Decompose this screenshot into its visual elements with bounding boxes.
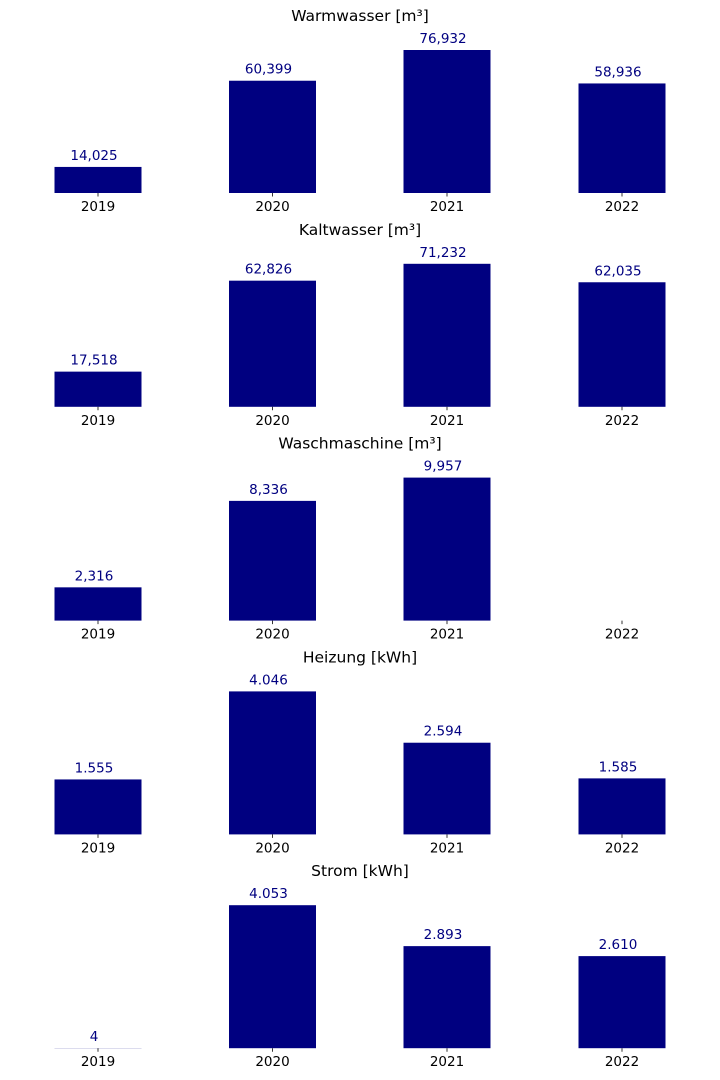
- data-label-2021: 2.893: [424, 927, 463, 943]
- chart-title: Waschmaschine [m³]: [278, 435, 441, 453]
- chart-panel-1: Warmwasser [m³] 14,025 2019 60,399 2020 76,93…: [54, 7, 666, 215]
- data-label-2020: 60,399: [245, 62, 292, 78]
- data-label-2019: 4: [90, 1029, 99, 1045]
- chart-title: Strom [kWh]: [311, 862, 409, 880]
- chart-title: Warmwasser [m³]: [291, 7, 429, 25]
- x-tick-label-2021: 2021: [430, 199, 464, 215]
- x-tick-label-2022: 2022: [605, 199, 639, 215]
- bar-2020: [229, 691, 316, 835]
- bar-2022: [578, 778, 666, 835]
- chart-title: Kaltwasser [m³]: [299, 221, 421, 239]
- chart-panel-2: Kaltwasser [m³] 17,518 2019 62,826 2020 71,23…: [54, 221, 666, 429]
- x-tick-label-2022: 2022: [605, 413, 639, 429]
- data-label-2020: 8,336: [249, 482, 288, 498]
- bar-2022: [578, 83, 666, 193]
- bar-2021: [403, 946, 491, 1049]
- data-label-2021: 9,957: [424, 459, 463, 475]
- bar-2020: [229, 80, 316, 193]
- bar-2020: [229, 280, 316, 407]
- x-tick-label-2020: 2020: [255, 199, 289, 215]
- bar-2022: [578, 282, 666, 407]
- bar-2021: [403, 263, 491, 407]
- chart-title: Heizung [kWh]: [303, 648, 417, 666]
- data-label-2021: 2.594: [424, 724, 463, 740]
- data-label-2020: 62,826: [245, 262, 292, 278]
- x-tick-label-2019: 2019: [81, 840, 115, 856]
- bar-2020: [229, 500, 316, 621]
- data-label-2019: 14,025: [70, 148, 117, 164]
- data-label-2022: 58,936: [594, 64, 641, 80]
- bar-2021: [403, 742, 491, 835]
- bar-2022: [578, 956, 666, 1049]
- bar-2021: [403, 477, 491, 621]
- bar-2019: [54, 371, 142, 407]
- data-label-2021: 71,232: [419, 245, 466, 261]
- x-tick-label-2021: 2021: [430, 840, 464, 856]
- x-tick-label-2019: 2019: [81, 627, 115, 643]
- x-tick-label-2021: 2021: [430, 413, 464, 429]
- bar-2019: [54, 779, 142, 835]
- x-tick-label-2020: 2020: [255, 413, 289, 429]
- data-label-2022: 1.585: [599, 759, 638, 775]
- chart-panel-5: Strom [kWh] 4 2019 4.053 2020 2.893 2021 2.610 2…: [54, 862, 666, 1070]
- x-tick-label-2021: 2021: [430, 627, 464, 643]
- data-label-2021: 76,932: [419, 31, 466, 47]
- x-tick-label-2022: 2022: [605, 840, 639, 856]
- data-label-2022: 2.610: [599, 937, 638, 953]
- data-label-2022: 62,035: [594, 263, 641, 279]
- bar-2020: [229, 905, 316, 1049]
- x-tick-label-2020: 2020: [255, 627, 289, 643]
- bar-2021: [403, 50, 491, 193]
- x-tick-label-2019: 2019: [81, 413, 115, 429]
- x-tick-label-2019: 2019: [81, 1054, 115, 1070]
- chart-panel-4: Heizung [kWh] 1.555 2019 4.046 2020 2.594 2021…: [54, 648, 666, 856]
- x-tick-label-2021: 2021: [430, 1054, 464, 1070]
- bar-2019: [54, 587, 142, 621]
- data-label-2020: 4.046: [249, 672, 288, 688]
- x-tick-label-2019: 2019: [81, 199, 115, 215]
- x-tick-label-2020: 2020: [255, 1054, 289, 1070]
- data-label-2019: 1.555: [75, 760, 114, 776]
- x-tick-label-2022: 2022: [605, 1054, 639, 1070]
- data-label-2020: 4.053: [249, 886, 288, 902]
- data-label-2019: 17,518: [70, 353, 117, 369]
- x-tick-label-2020: 2020: [255, 840, 289, 856]
- data-label-2019: 2,316: [75, 568, 114, 584]
- bar-2019: [54, 166, 142, 193]
- chart-panel-3: Waschmaschine [m³] 2,316 2019 8,336 2020 9,95…: [54, 435, 639, 643]
- x-tick-label-2022: 2022: [605, 627, 639, 643]
